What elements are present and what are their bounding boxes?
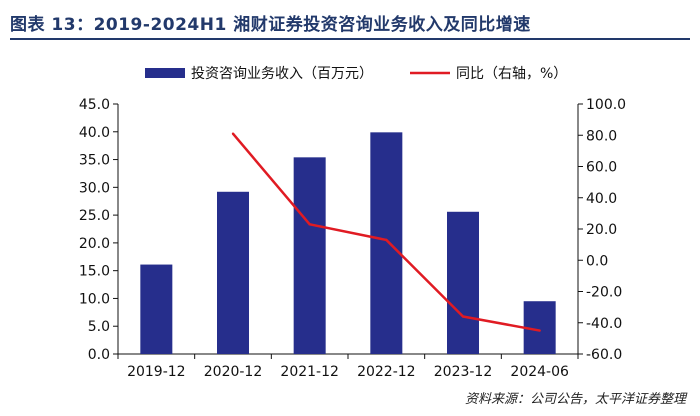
x-tick-label: 2019-12 [127, 364, 186, 380]
line-point [385, 238, 388, 242]
line-point [308, 223, 311, 226]
right-tick-label: 100.0 [586, 97, 626, 113]
left-tick-label: 0.0 [88, 347, 110, 363]
right-tick-label: 20.0 [586, 222, 617, 238]
bar [370, 132, 403, 354]
right-tick-label: -40.0 [586, 316, 622, 332]
left-tick-label: 25.0 [79, 208, 110, 224]
bar [140, 264, 173, 354]
right-tick-label: 0.0 [586, 253, 608, 269]
left-tick-label: 35.0 [79, 153, 110, 169]
left-tick-label: 40.0 [79, 125, 110, 141]
bar [447, 211, 479, 354]
title-bar: 图表 13：2019-2024H1 湘财证券投资咨询业务收入及同比增速 [10, 8, 690, 40]
right-tick-label: 40.0 [586, 191, 617, 207]
line-point [461, 315, 465, 318]
x-tick-label: 2024-06 [510, 364, 569, 380]
legend-label-line: 同比（右轴，%） [456, 66, 567, 82]
bar [217, 191, 249, 354]
x-tick-label: 2023-12 [434, 364, 493, 380]
line-point [538, 329, 541, 332]
left-tick-label: 30.0 [79, 180, 110, 196]
left-tick-label: 15.0 [79, 264, 110, 280]
page-title: 图表 13：2019-2024H1 湘财证券投资咨询业务收入及同比增速 [10, 15, 531, 35]
source-note: 资料来源：公司公告，太平洋证券整理 [464, 392, 686, 407]
bar [293, 157, 326, 354]
legend-swatch-bar [145, 68, 185, 78]
x-tick-label: 2022-12 [357, 364, 416, 380]
x-tick-label: 2021-12 [280, 364, 339, 380]
left-tick-label: 10.0 [79, 291, 110, 307]
left-tick-label: 45.0 [79, 97, 110, 113]
right-tick-label: 80.0 [586, 128, 617, 144]
right-tick-label: 60.0 [586, 160, 617, 176]
left-tick-label: 5.0 [88, 319, 110, 335]
left-tick-label: 20.0 [79, 236, 110, 252]
right-tick-label: -20.0 [586, 285, 622, 301]
right-tick-label: -60.0 [586, 347, 622, 363]
line-point [231, 132, 235, 135]
x-tick-label: 2020-12 [204, 364, 263, 380]
legend-label-bar: 投资咨询业务收入（百万元） [191, 66, 373, 82]
